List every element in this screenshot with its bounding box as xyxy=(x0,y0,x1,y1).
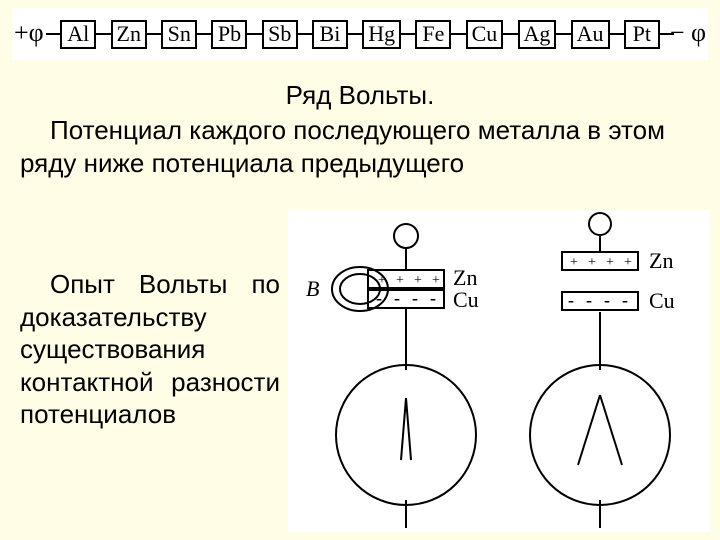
series-description: Потенциал каждого последующего металла в… xyxy=(20,114,710,179)
ring-b-label: B xyxy=(306,276,319,301)
svg-text:-: - xyxy=(376,288,382,308)
svg-text:+: + xyxy=(624,255,632,270)
svg-text:+: + xyxy=(606,255,614,270)
cu-label-left: Cu xyxy=(453,287,479,312)
svg-text:-: - xyxy=(412,288,418,308)
chain-connector xyxy=(46,33,60,35)
chain-connector xyxy=(298,33,312,35)
svg-text:-: - xyxy=(622,290,628,310)
chain-connector xyxy=(556,33,570,35)
experiment-description: Опыт Вольты по доказательству существова… xyxy=(20,268,280,431)
svg-text:-: - xyxy=(586,290,592,310)
chain-connector xyxy=(197,33,211,35)
metal-chain: Al Zn Sn Pb Sb Bi Hg Fe Cu Ag Au Pt xyxy=(46,20,674,48)
svg-text:+: + xyxy=(570,255,578,270)
metal-box-pt: Pt xyxy=(624,20,660,49)
svg-text:+: + xyxy=(378,273,386,288)
diagram-electroscope-open: + + + + - - - - Zn Cu xyxy=(504,210,710,532)
metal-box-sn: Sn xyxy=(161,20,197,49)
metal-box-bi: Bi xyxy=(312,20,348,49)
phi-minus-label: − φ xyxy=(670,18,706,48)
chain-connector xyxy=(147,33,161,35)
chain-connector xyxy=(401,33,415,35)
chain-connector xyxy=(660,33,674,35)
metal-box-cu: Cu xyxy=(466,20,504,49)
phi-plus-label: +φ xyxy=(14,18,44,48)
svg-text:+: + xyxy=(588,255,596,270)
metal-box-hg: Hg xyxy=(362,20,401,49)
svg-text:-: - xyxy=(604,290,610,310)
chain-connector xyxy=(348,33,362,35)
metal-box-pb: Pb xyxy=(211,20,247,49)
metal-box-fe: Fe xyxy=(415,20,451,49)
chain-connector xyxy=(96,33,110,35)
metal-box-zn: Zn xyxy=(111,20,147,49)
diagram-electroscope-closed: + + + + - - - - Zn Cu B xyxy=(288,210,504,532)
series-title: Ряд Вольты. xyxy=(0,80,720,111)
metal-box-sb: Sb xyxy=(262,20,298,49)
svg-text:-: - xyxy=(394,288,400,308)
zn-label-right: Zn xyxy=(649,248,673,273)
svg-text:+: + xyxy=(414,273,422,288)
cu-label-right: Cu xyxy=(649,288,675,313)
svg-text:-: - xyxy=(430,288,436,308)
chain-connector xyxy=(451,33,465,35)
metal-box-al: Al xyxy=(60,20,96,49)
metal-box-ag: Ag xyxy=(518,20,557,49)
chain-connector xyxy=(503,33,517,35)
metal-box-au: Au xyxy=(571,20,610,49)
svg-text:-: - xyxy=(568,290,574,310)
svg-text:+: + xyxy=(432,273,440,288)
volta-series-strip: +φ − φ Al Zn Sn Pb Sb Bi Hg Fe Cu Ag Au Pt xyxy=(12,8,708,60)
chain-connector xyxy=(247,33,261,35)
svg-text:+: + xyxy=(396,273,404,288)
chain-connector xyxy=(610,33,624,35)
